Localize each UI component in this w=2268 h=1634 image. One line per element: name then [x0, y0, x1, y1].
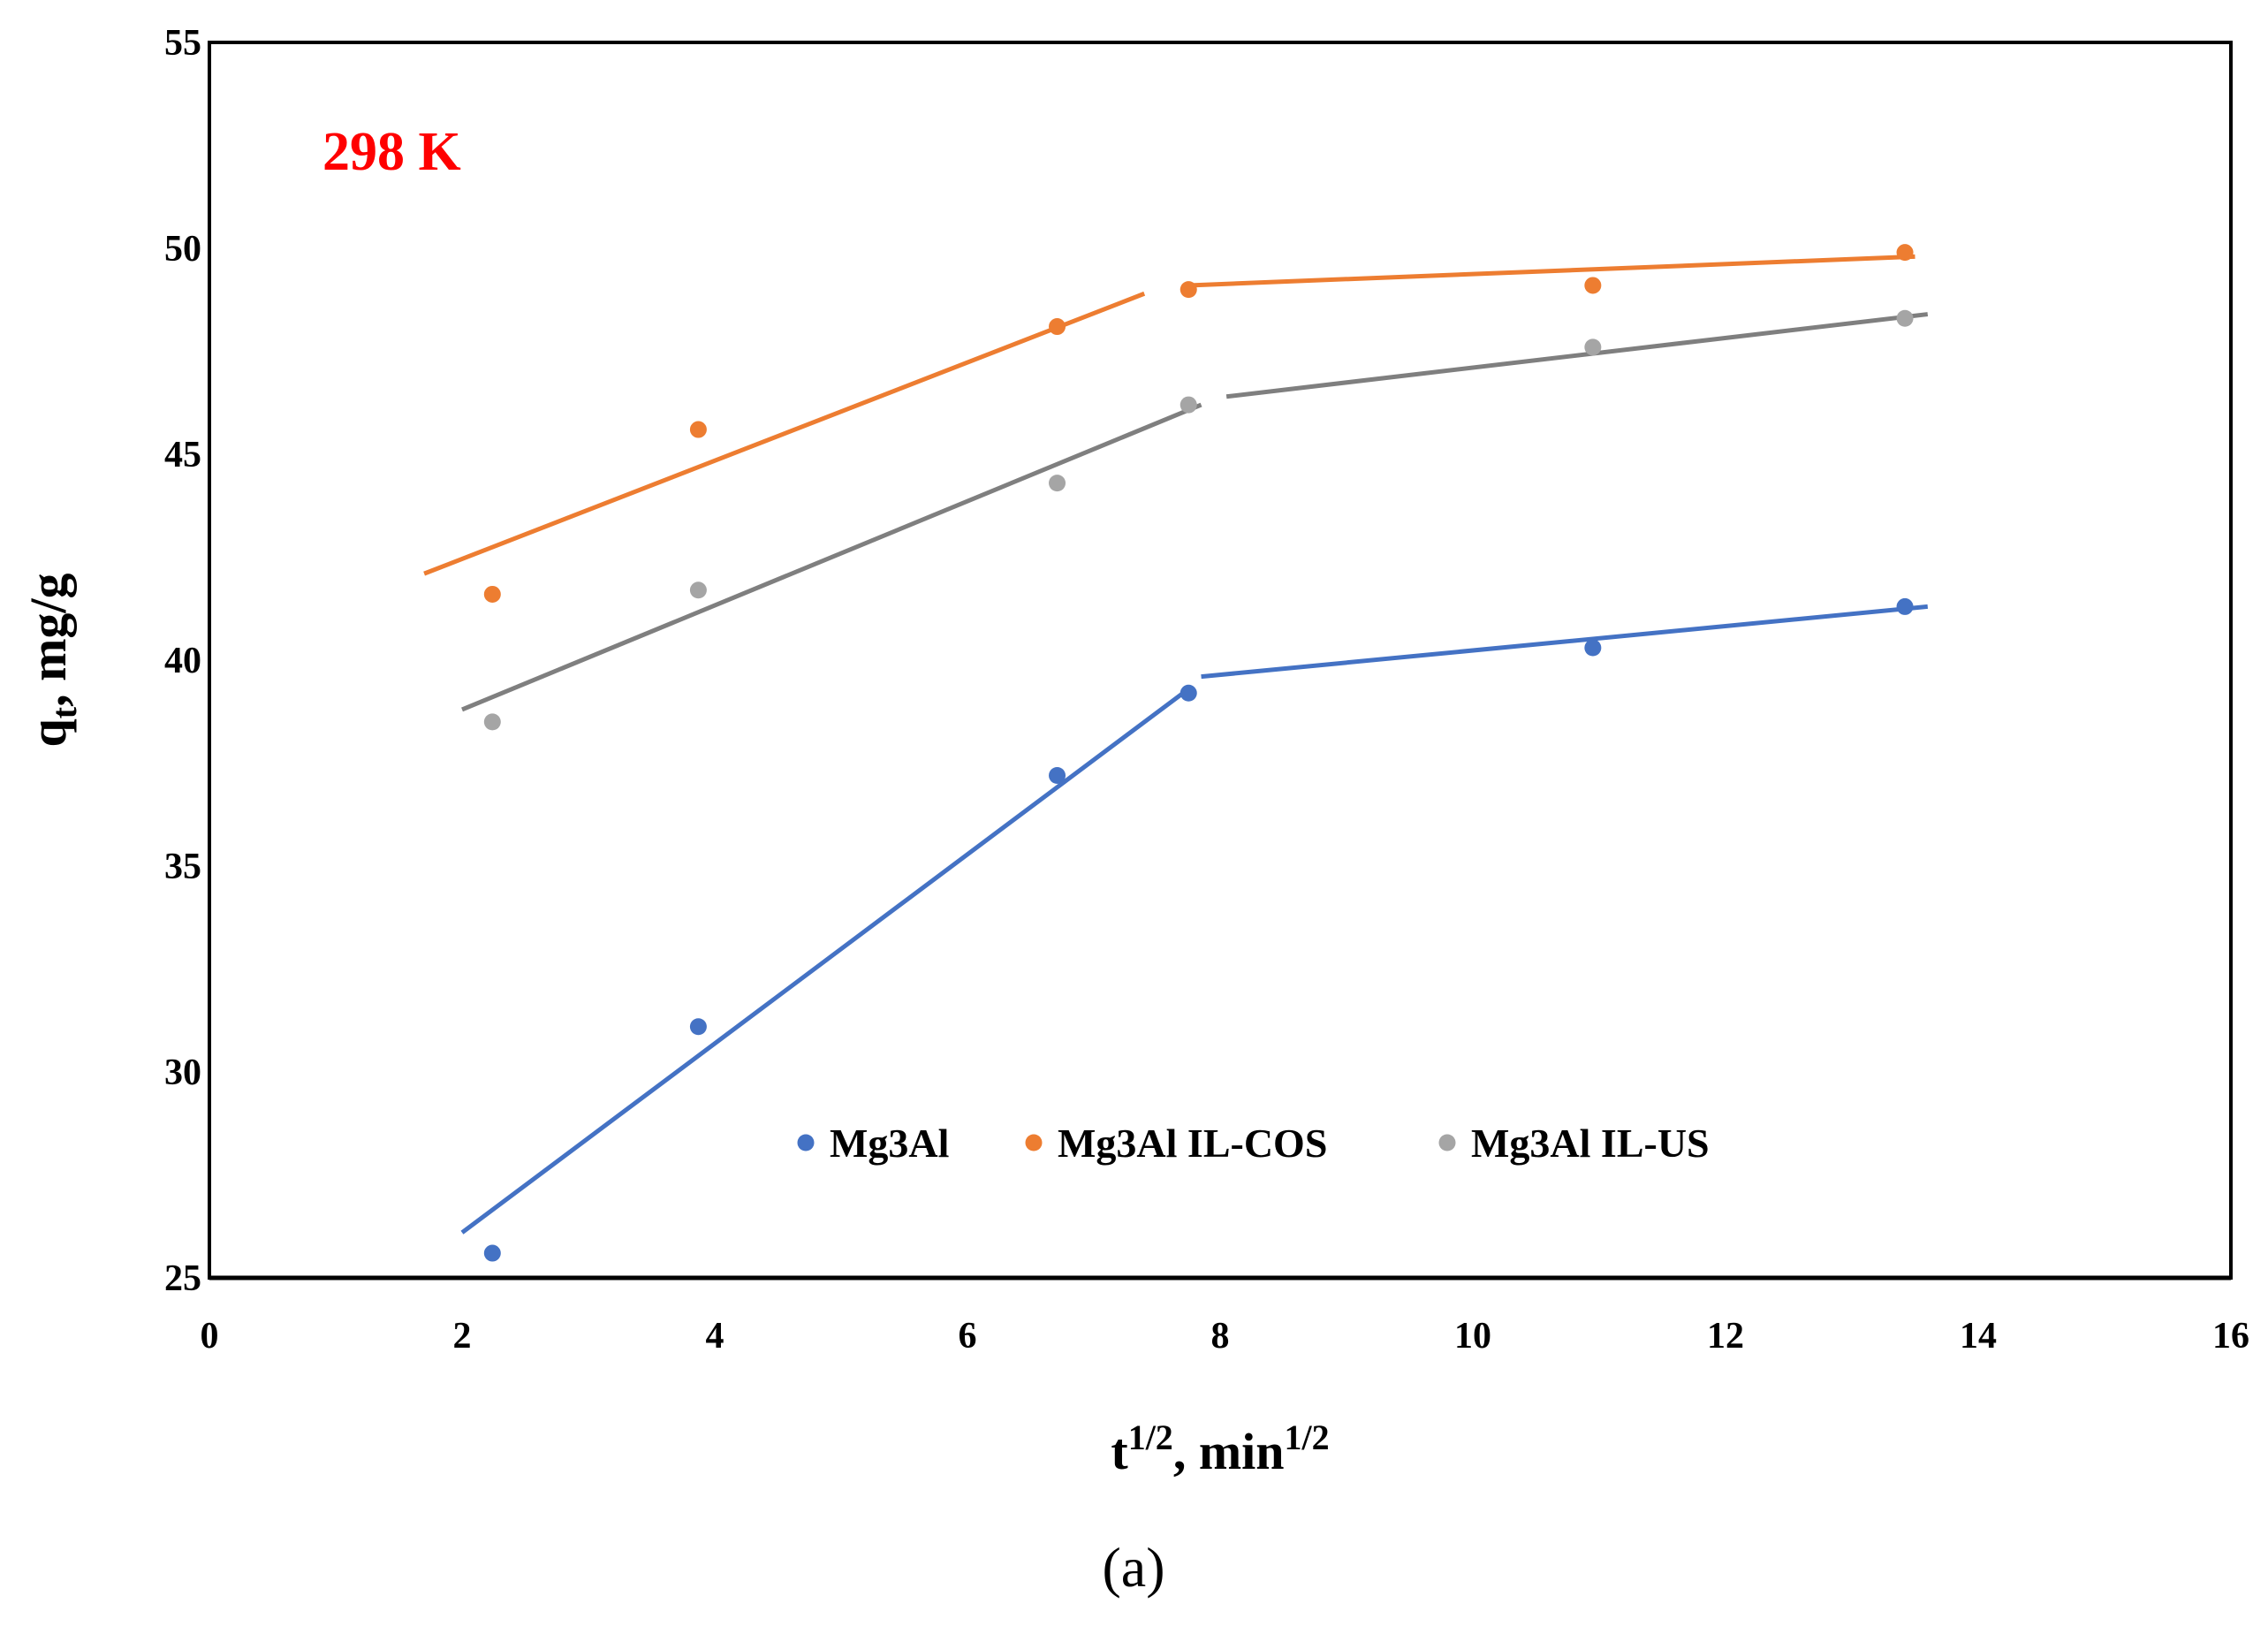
data-point-1-1	[689, 421, 707, 438]
legend-label-2: Mg3Al IL-US	[1471, 1121, 1710, 1166]
y-axis-ticks: 25 30 35 40 45 50 55	[164, 23, 201, 1299]
data-point-0-4	[1584, 639, 1602, 657]
trend-lines	[423, 254, 1929, 1235]
data-point-2-3	[1180, 396, 1197, 414]
x-tick-label: 2	[453, 1316, 472, 1357]
data-point-1-3	[1180, 281, 1197, 299]
trend-line-0-1	[1201, 604, 1929, 680]
trend-line-0-0	[460, 687, 1190, 1235]
data-point-2-5	[1896, 309, 1914, 327]
data-point-1-0	[483, 585, 501, 603]
y-axis-title-sub: t	[44, 706, 84, 718]
y-axis-title: qt, mg/g	[19, 573, 84, 747]
data-point-2-1	[689, 581, 707, 599]
legend-label-0: Mg3Al	[830, 1121, 949, 1166]
data-point-0-0	[483, 1244, 501, 1262]
x-tick-label: 14	[1960, 1316, 1997, 1357]
data-point-2-2	[1049, 475, 1066, 492]
data-point-1-2	[1049, 318, 1066, 336]
y-tick-label: 35	[164, 847, 201, 887]
data-point-0-2	[1049, 766, 1066, 784]
y-tick-label: 30	[164, 1053, 201, 1093]
data-point-0-3	[1180, 684, 1197, 702]
figure-caption: (a)	[1102, 1536, 1164, 1599]
temperature-annotation: 298 K	[322, 122, 461, 182]
y-axis-title-base: q	[19, 718, 77, 747]
trend-line-1-0	[423, 291, 1146, 576]
y-tick-label: 45	[164, 435, 201, 475]
trend-line-2-0	[461, 402, 1202, 712]
y-tick-label: 50	[164, 229, 201, 270]
x-axis-title-sup1: 1/2	[1128, 1417, 1173, 1457]
legend-marker-1	[1025, 1134, 1043, 1151]
plot-area	[208, 41, 2233, 1280]
data-point-1-4	[1584, 277, 1602, 294]
x-tick-label: 4	[706, 1316, 724, 1357]
data-point-0-1	[689, 1018, 707, 1036]
legend-marker-0	[797, 1134, 815, 1151]
trend-line-1-1	[1188, 254, 1915, 288]
data-point-0-5	[1896, 597, 1914, 615]
x-tick-label: 0	[201, 1316, 219, 1357]
trend-line-2-1	[1225, 312, 1929, 399]
x-axis-title-sup2: 1/2	[1285, 1417, 1330, 1457]
x-tick-label: 16	[2212, 1316, 2249, 1357]
x-axis-title: t1/2, min1/2	[1111, 1417, 1329, 1480]
x-axis-title-base: t	[1111, 1423, 1128, 1480]
legend-label-1: Mg3Al IL-COS	[1058, 1121, 1327, 1166]
data-point-1-5	[1896, 244, 1914, 262]
y-tick-label: 25	[164, 1258, 201, 1299]
y-axis-title-rest: , mg/g	[19, 573, 77, 706]
x-axis-ticks: 0 2 4 6 8 10 12 14 16	[201, 1316, 2250, 1357]
data-point-2-4	[1584, 338, 1602, 356]
x-axis-title-mid: , min	[1173, 1423, 1285, 1480]
data-points	[483, 244, 1914, 1262]
y-tick-label: 55	[164, 23, 201, 64]
data-point-2-0	[483, 713, 501, 731]
y-tick-label: 40	[164, 641, 201, 681]
legend: Mg3Al Mg3Al IL-COS Mg3Al IL-US	[797, 1121, 1710, 1166]
x-tick-label: 12	[1707, 1316, 1744, 1357]
x-tick-label: 6	[959, 1316, 977, 1357]
x-tick-label: 10	[1454, 1316, 1491, 1357]
legend-marker-2	[1438, 1134, 1456, 1151]
x-tick-label: 8	[1211, 1316, 1230, 1357]
